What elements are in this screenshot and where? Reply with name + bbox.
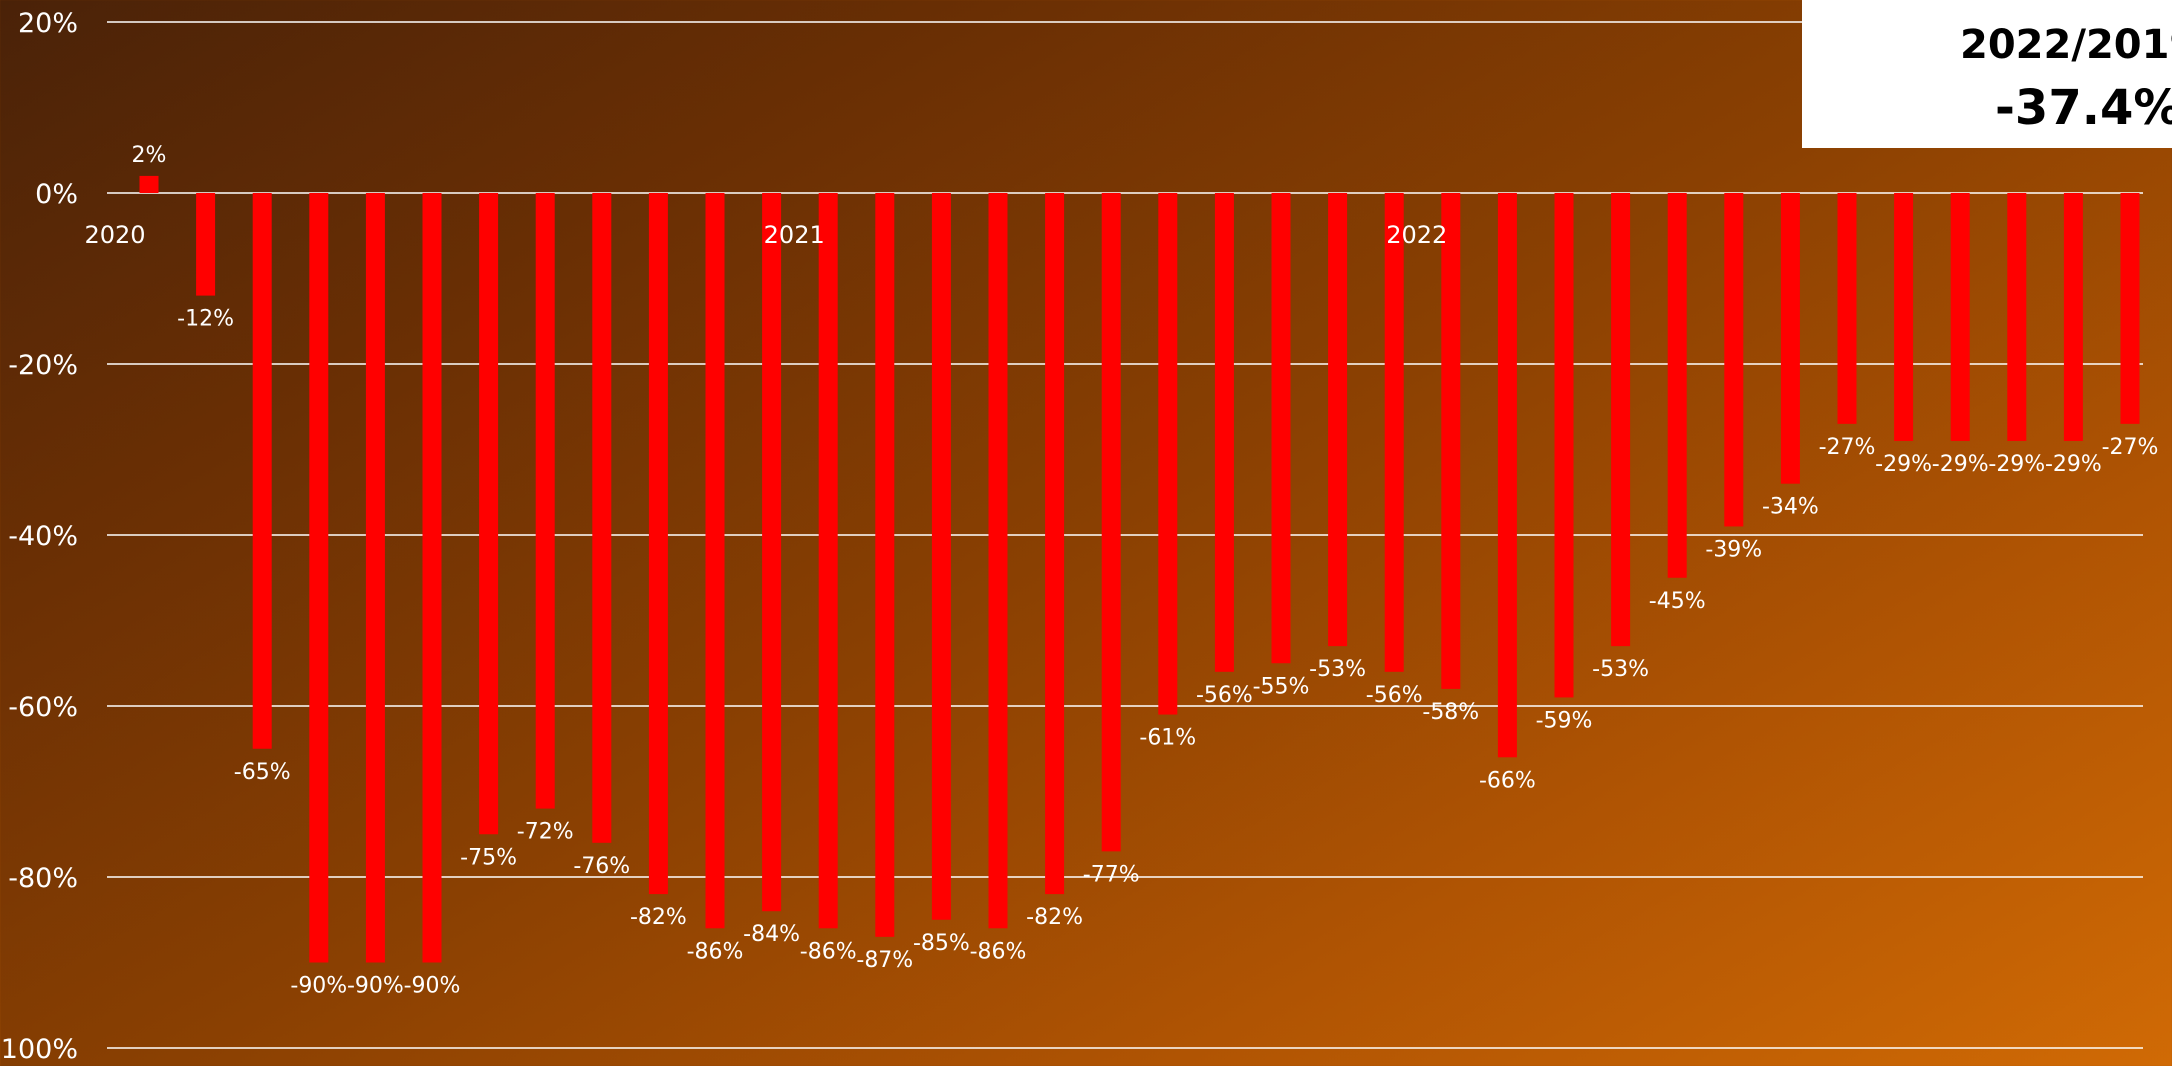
bar (1667, 193, 1687, 578)
data-label: -55% (1253, 674, 1310, 699)
bar (1384, 193, 1404, 672)
data-label: -90% (404, 974, 461, 999)
data-label: -65% (234, 760, 291, 785)
year-label: 2020 (84, 221, 145, 249)
data-label: -59% (1536, 708, 1593, 733)
data-label: -72% (517, 820, 574, 845)
y-axis-ticks: 20% 0% -20% -40% -60% -80% -100% (0, 8, 78, 1065)
y-tick-label: 0% (35, 179, 78, 210)
data-labels: 2%-12%-65%-90% -90% -90%-75%-72%-76%-82%-8… (132, 143, 2159, 999)
bar (1497, 193, 1517, 758)
bar (1101, 193, 1121, 852)
bar (648, 193, 668, 895)
data-label: -29% (2045, 452, 2102, 477)
bar (139, 175, 159, 193)
y-tick-label: -40% (8, 521, 78, 552)
bar (931, 193, 951, 920)
bar (762, 193, 782, 912)
bar (705, 193, 725, 929)
data-label: -61% (1139, 726, 1196, 751)
bar (1441, 193, 1461, 689)
data-label: -29% (1988, 452, 2045, 477)
year-label: 2022 (1386, 221, 1447, 249)
data-label: -53% (1309, 657, 1366, 682)
bar (1554, 193, 1574, 698)
y-tick-label: -80% (8, 863, 78, 894)
data-label: -34% (1762, 495, 1819, 520)
bar (818, 193, 838, 929)
bar (1045, 193, 1065, 895)
data-label: -39% (1705, 537, 1762, 562)
bar (1271, 193, 1291, 664)
bar (1837, 193, 1857, 424)
data-label: -45% (1649, 589, 1706, 614)
data-label: -77% (1083, 862, 1140, 887)
bar (535, 193, 555, 809)
bar (1214, 193, 1234, 672)
bar (252, 193, 272, 749)
bar (309, 193, 329, 963)
bar (196, 193, 216, 296)
bar (1724, 193, 1744, 527)
data-label: -86% (800, 939, 857, 964)
bar (1328, 193, 1348, 647)
data-label: -56% (1366, 683, 1423, 708)
data-label: -82% (1026, 905, 1083, 930)
data-label: -75% (460, 845, 517, 870)
data-label: -12% (177, 307, 234, 332)
data-label: -87% (856, 948, 913, 973)
data-label: -82% (630, 905, 687, 930)
data-label: -53% (1592, 657, 1649, 682)
bar (422, 193, 442, 963)
year-labels: 2020 2021 2022 (84, 221, 1447, 249)
summary-box: 2022/2019 -37.4% (1802, 0, 2172, 148)
bar (988, 193, 1008, 929)
bar (1780, 193, 1800, 484)
bar (479, 193, 499, 835)
data-label: -86% (970, 939, 1027, 964)
bar (365, 193, 385, 963)
summary-value: -37.4% (1995, 80, 2172, 136)
bar (1950, 193, 1970, 441)
data-label: -76% (573, 854, 630, 879)
bar (1611, 193, 1631, 647)
bar (1158, 193, 1178, 715)
data-label: -90% (347, 974, 404, 999)
bar (2063, 193, 2083, 441)
year-label: 2021 (764, 221, 825, 249)
gridlines (107, 21, 2143, 1049)
data-label: -27% (1819, 435, 1876, 460)
data-label: -27% (2102, 435, 2159, 460)
data-label: -85% (913, 931, 970, 956)
y-tick-label: -60% (8, 692, 78, 723)
bar (875, 193, 895, 937)
data-label: -58% (1422, 700, 1479, 725)
data-label: -86% (687, 939, 744, 964)
bar (1894, 193, 1914, 441)
bar (2120, 193, 2140, 424)
y-tick-label: -100% (0, 1034, 78, 1065)
y-tick-label: 20% (18, 8, 78, 39)
bar (2007, 193, 2027, 441)
data-label: 2% (132, 143, 167, 168)
bars (139, 175, 2140, 963)
summary-title: 2022/2019 (1960, 22, 2172, 68)
data-label: -90% (290, 974, 347, 999)
data-label: -29% (1875, 452, 1932, 477)
y-tick-label: -20% (8, 350, 78, 381)
data-label: -29% (1932, 452, 1989, 477)
data-label: -56% (1196, 683, 1253, 708)
data-label: -84% (743, 922, 800, 947)
data-label: -66% (1479, 768, 1536, 793)
bar (592, 193, 612, 843)
